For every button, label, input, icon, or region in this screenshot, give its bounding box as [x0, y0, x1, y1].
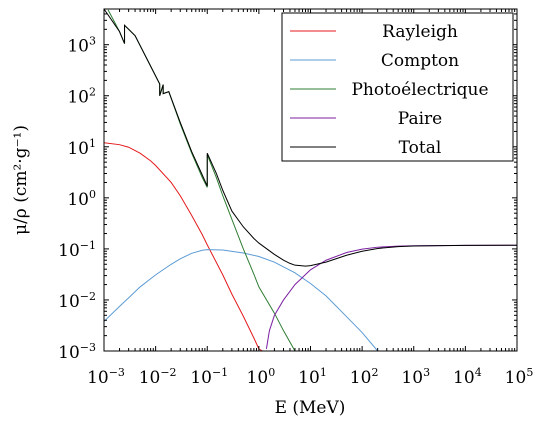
x-tick-label: 103	[401, 366, 430, 388]
x-tick-label: 100	[247, 366, 276, 388]
legend-label-photoélectrique: Photoélectrique	[351, 80, 488, 100]
legend-label-compton: Compton	[381, 51, 459, 71]
y-tick-label: 103	[67, 35, 96, 57]
series-layer	[104, 9, 517, 351]
y-tick-label: 10−1	[58, 239, 96, 261]
x-tick-label: 101	[298, 366, 327, 388]
series-line-compton	[104, 249, 379, 351]
series-line-rayleigh	[104, 142, 264, 351]
legend-box	[281, 12, 514, 162]
legend-label-paire: Paire	[398, 109, 442, 129]
legend: Rayleigh Compton Photoélectrique Paire Total	[281, 12, 514, 162]
x-tick-label: 10−1	[190, 366, 228, 388]
y-tick-label: 10−2	[58, 290, 96, 312]
x-tick-labels: 10−3 10−2 10−1 100 101 102 103 104 105	[87, 366, 533, 388]
legend-label-rayleigh: Rayleigh	[382, 22, 458, 42]
x-tick-label: 10−3	[87, 366, 125, 388]
y-tick-label: 100	[67, 188, 96, 210]
series-line-total	[104, 9, 517, 267]
x-tick-label: 104	[453, 366, 482, 388]
x-tick-label: 102	[350, 366, 379, 388]
x-axis-label: E (MeV)	[275, 398, 346, 418]
y-axis-label: μ/ρ (cm²·g⁻¹)	[11, 125, 31, 235]
y-tick-labels: 10−3 10−2 10−1 100 101 102 103	[58, 35, 96, 363]
ticks-layer	[103, 8, 518, 352]
x-tick-label: 10−2	[139, 366, 177, 388]
y-tick-label: 102	[67, 86, 96, 108]
y-tick-label: 10−3	[58, 341, 96, 363]
legend-label-total: Total	[399, 138, 442, 158]
x-tick-label: 105	[505, 366, 534, 388]
series-line-paire	[265, 244, 517, 349]
y-tick-label: 101	[67, 137, 96, 159]
series-line-photoélectrique	[107, 9, 296, 351]
